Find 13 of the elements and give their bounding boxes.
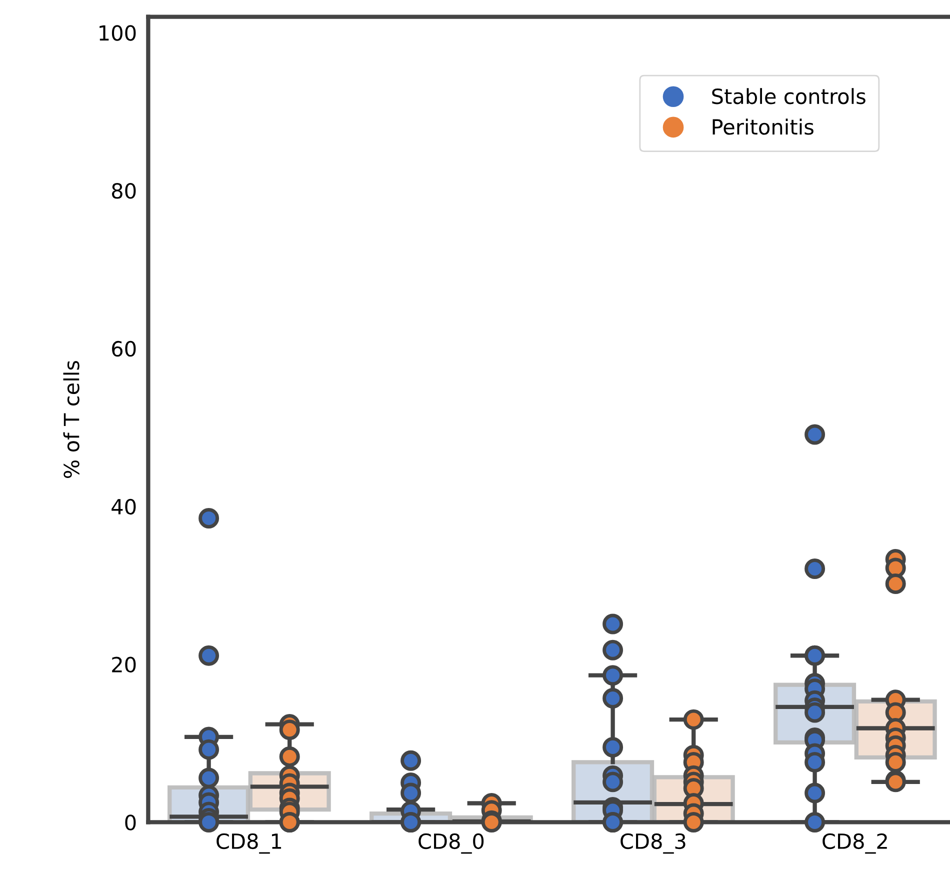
y-tick-label: 60: [112, 340, 136, 357]
x-tick-label: CD8_0: [418, 833, 484, 854]
legend-label: Stable controls: [712, 88, 866, 104]
x-tick-label: CD8_2: [822, 833, 887, 854]
x-tick-label: CD8_3: [620, 833, 686, 854]
y-tick-label: 40: [112, 498, 136, 515]
y-tick-label: 100: [100, 25, 136, 41]
y-tick-label: 20: [112, 656, 136, 673]
x-tick-label: CD8_1: [216, 833, 282, 854]
y-tick-label: 80: [112, 182, 136, 199]
y-axis-title: % of T cells: [63, 360, 80, 478]
legend-label: Peritonitis: [712, 118, 814, 135]
y-tick-label: 0: [125, 814, 136, 830]
